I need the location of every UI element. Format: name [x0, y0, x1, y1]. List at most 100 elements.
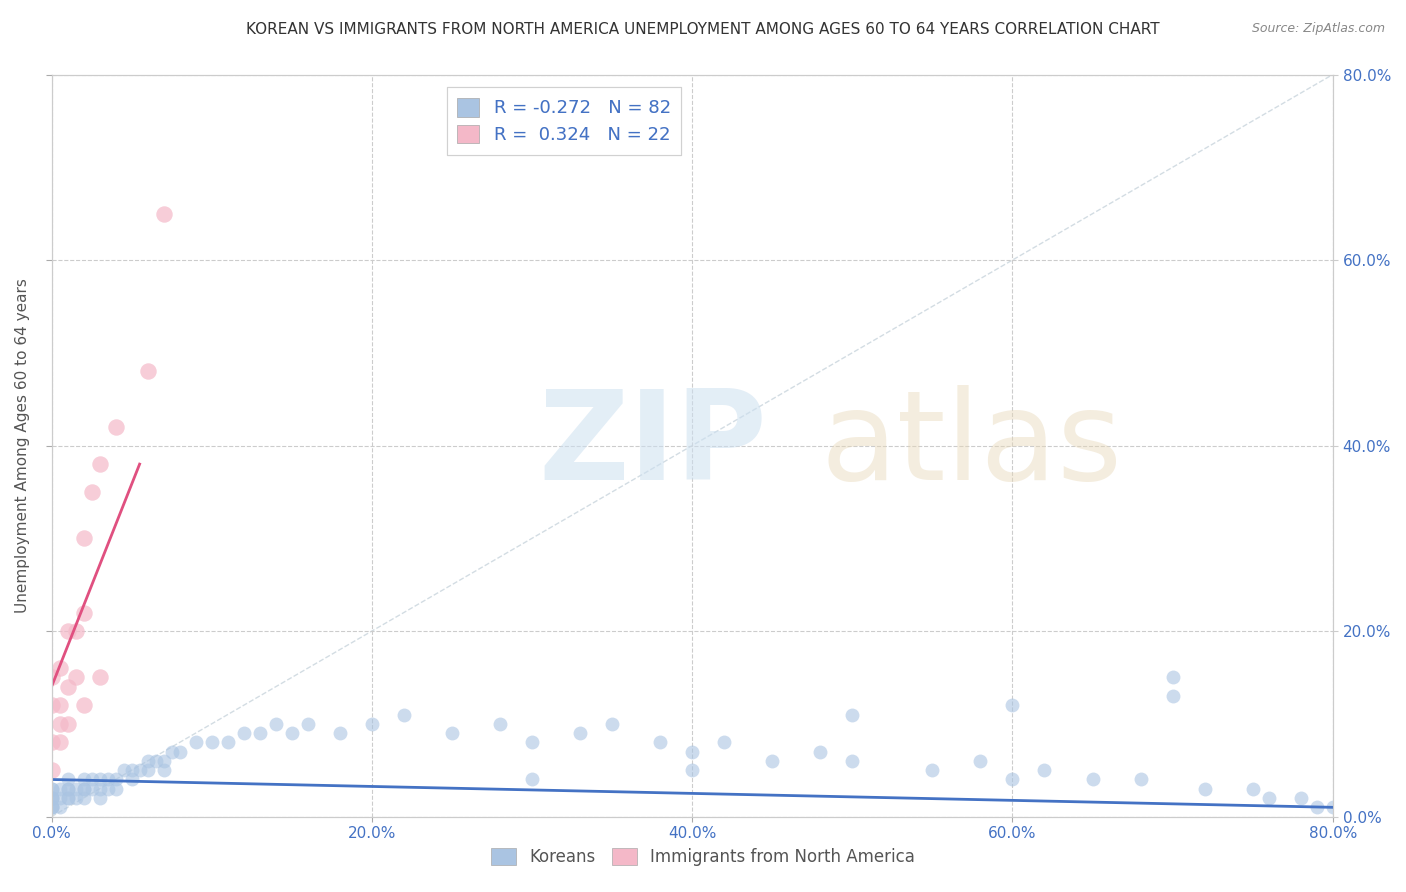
Point [152, 207, 174, 221]
Point [1161, 670, 1184, 684]
Point [145, 754, 167, 768]
Point [41, 781, 63, 796]
Point [761, 754, 783, 768]
Point [249, 726, 271, 740]
Point [89, 457, 111, 471]
Point [48, 791, 70, 805]
Point [72, 606, 94, 620]
Point [713, 735, 735, 749]
Point [56, 791, 79, 805]
Point [48, 800, 70, 814]
Point [440, 726, 463, 740]
Point [841, 754, 863, 768]
Point [112, 763, 135, 777]
Point [360, 716, 382, 731]
Point [136, 763, 159, 777]
Point [1241, 781, 1264, 796]
Point [1033, 763, 1056, 777]
Legend: R = -0.272   N = 82, R =  0.324   N = 22: R = -0.272 N = 82, R = 0.324 N = 22 [447, 87, 682, 155]
Point [65, 624, 87, 638]
Point [41, 800, 63, 814]
Point [89, 772, 111, 787]
Text: ZIP: ZIP [538, 385, 768, 506]
Point [184, 735, 207, 749]
Legend: Koreans, Immigrants from North America: Koreans, Immigrants from North America [482, 840, 924, 875]
Point [520, 772, 543, 787]
Point [969, 754, 991, 768]
Y-axis label: Unemployment Among Ages 60 to 64 years: Unemployment Among Ages 60 to 64 years [15, 278, 30, 613]
Point [600, 716, 623, 731]
Point [1322, 800, 1344, 814]
Point [841, 707, 863, 722]
Point [41, 800, 63, 814]
Point [232, 726, 254, 740]
Point [569, 726, 592, 740]
Point [72, 791, 94, 805]
Point [56, 624, 79, 638]
Point [392, 707, 415, 722]
Point [72, 698, 94, 713]
Point [1001, 698, 1024, 713]
Point [48, 716, 70, 731]
Point [1257, 791, 1279, 805]
Point [136, 754, 159, 768]
Point [41, 735, 63, 749]
Point [48, 661, 70, 675]
Point [152, 754, 174, 768]
Point [56, 680, 79, 694]
Point [681, 745, 703, 759]
Point [56, 772, 79, 787]
Point [921, 763, 943, 777]
Point [264, 716, 287, 731]
Point [48, 698, 70, 713]
Point [520, 735, 543, 749]
Point [56, 781, 79, 796]
Point [217, 735, 239, 749]
Point [1161, 689, 1184, 703]
Point [169, 745, 191, 759]
Point [65, 791, 87, 805]
Point [41, 800, 63, 814]
Point [72, 772, 94, 787]
Point [41, 791, 63, 805]
Point [121, 772, 143, 787]
Point [1129, 772, 1152, 787]
Point [41, 670, 63, 684]
Point [97, 772, 120, 787]
Point [41, 791, 63, 805]
Point [80, 781, 103, 796]
Text: KOREAN VS IMMIGRANTS FROM NORTH AMERICA UNEMPLOYMENT AMONG AGES 60 TO 64 YEARS C: KOREAN VS IMMIGRANTS FROM NORTH AMERICA … [246, 22, 1160, 37]
Point [329, 726, 352, 740]
Point [41, 763, 63, 777]
Point [65, 781, 87, 796]
Point [1306, 800, 1329, 814]
Point [1081, 772, 1104, 787]
Point [89, 670, 111, 684]
Point [97, 781, 120, 796]
Point [72, 531, 94, 545]
Point [41, 781, 63, 796]
Point [160, 745, 183, 759]
Point [56, 781, 79, 796]
Point [808, 745, 831, 759]
Point [297, 716, 319, 731]
Point [56, 791, 79, 805]
Point [48, 735, 70, 749]
Point [104, 781, 127, 796]
Point [128, 763, 150, 777]
Point [104, 420, 127, 434]
Point [48, 781, 70, 796]
Text: atlas: atlas [820, 385, 1122, 506]
Point [72, 781, 94, 796]
Point [152, 763, 174, 777]
Point [489, 716, 512, 731]
Point [89, 791, 111, 805]
Point [136, 364, 159, 378]
Point [72, 781, 94, 796]
Point [80, 485, 103, 500]
Point [65, 670, 87, 684]
Point [650, 735, 672, 749]
Point [41, 698, 63, 713]
Point [281, 726, 304, 740]
Point [1194, 781, 1216, 796]
